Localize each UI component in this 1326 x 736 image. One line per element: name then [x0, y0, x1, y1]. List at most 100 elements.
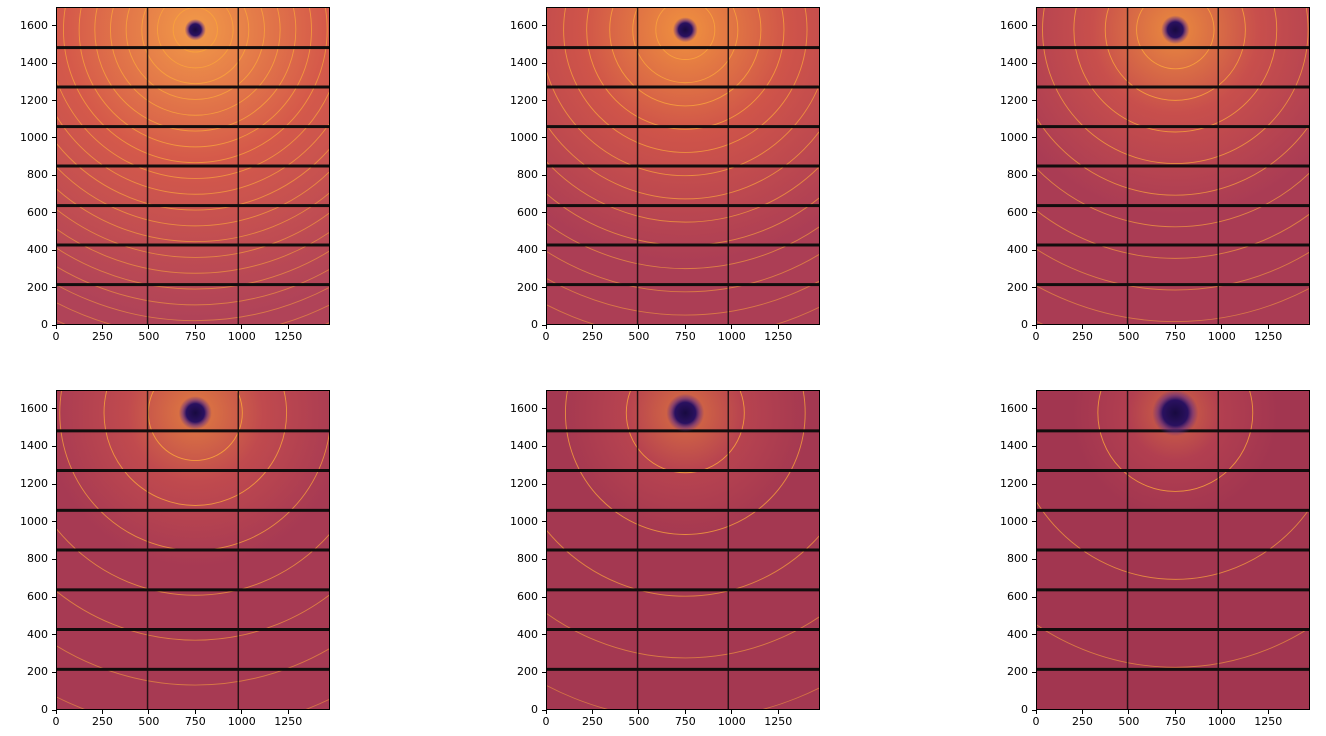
- y-tick-mark: [52, 174, 56, 176]
- y-tick-mark: [52, 483, 56, 485]
- y-tick-label: 1200: [1000, 477, 1028, 491]
- x-tick-mark: [148, 325, 150, 329]
- module-gap-horizontal: [547, 508, 819, 512]
- y-tick-label: 400: [1007, 627, 1028, 641]
- y-tick-mark: [52, 324, 56, 326]
- y-tick-label: 1600: [510, 18, 538, 32]
- module-gap-horizontal: [57, 429, 329, 433]
- module-gap-horizontal: [547, 46, 819, 50]
- diffraction-ring: [57, 645, 329, 686]
- module-gap-horizontal: [1037, 548, 1309, 552]
- y-tick-mark: [1032, 634, 1036, 636]
- x-tick-label: 0: [542, 715, 550, 728]
- y-tick-mark: [52, 25, 56, 27]
- x-tick-mark: [1035, 325, 1037, 329]
- y-tick-label: 600: [1007, 590, 1028, 604]
- diffraction-ring: [1037, 117, 1309, 196]
- beamstop-blob: [672, 17, 698, 43]
- y-tick-mark: [1032, 483, 1036, 485]
- x-tick-mark: [1221, 325, 1223, 329]
- y-tick-label: 600: [517, 590, 538, 604]
- diffraction-ring: [625, 391, 745, 474]
- x-tick-mark: [194, 710, 196, 714]
- y-tick-mark: [52, 558, 56, 560]
- module-gap-horizontal: [1037, 243, 1309, 247]
- y-tick-label: 0: [41, 318, 48, 331]
- x-tick-label: 750: [674, 715, 696, 728]
- x-tick-mark: [287, 710, 289, 714]
- diffraction-ring: [1104, 8, 1246, 101]
- x-tick-mark: [1267, 710, 1269, 714]
- module-gap-horizontal: [547, 85, 819, 89]
- x-tick-mark: [1221, 710, 1223, 714]
- diffraction-ring: [141, 8, 250, 85]
- module-gap-horizontal: [547, 628, 819, 631]
- diffraction-ring: [547, 251, 819, 293]
- y-tick-mark: [542, 100, 546, 102]
- plot-area-panel-3: [1036, 7, 1310, 325]
- y-tick-label: 600: [1007, 205, 1028, 219]
- y-tick-label: 1400: [510, 439, 538, 453]
- module-gap-horizontal: [1037, 508, 1309, 512]
- diffraction-ring: [57, 143, 329, 211]
- plot-area-panel-6: [1036, 390, 1310, 710]
- y-tick-label: 0: [1021, 703, 1028, 716]
- y-tick-mark: [52, 62, 56, 64]
- y-tick-label: 0: [531, 318, 538, 331]
- x-tick-label: 1250: [764, 330, 793, 343]
- x-tick-mark: [1174, 710, 1176, 714]
- y-tick-label: 0: [41, 703, 48, 716]
- y-tick-label: 200: [1007, 665, 1028, 679]
- diffraction-ring: [57, 228, 329, 274]
- diffraction-ring: [1037, 210, 1309, 259]
- y-tick-mark: [1032, 25, 1036, 27]
- y-tick-mark: [542, 174, 546, 176]
- x-tick-label: 1000: [717, 330, 746, 343]
- subplot-panel-4: [56, 390, 330, 710]
- x-tick-mark: [1081, 325, 1083, 329]
- detector-image: [547, 8, 819, 324]
- diffraction-ring: [1037, 285, 1309, 322]
- x-tick-mark: [777, 710, 779, 714]
- y-tick-label: 1200: [20, 477, 48, 491]
- y-tick-label: 1600: [20, 401, 48, 415]
- module-gap-horizontal: [1037, 628, 1309, 631]
- y-tick-mark: [542, 521, 546, 523]
- y-tick-mark: [542, 324, 546, 326]
- module-gap-horizontal: [57, 46, 329, 50]
- y-tick-mark: [542, 709, 546, 711]
- y-tick-label: 1400: [1000, 439, 1028, 453]
- plot-area-panel-5: [546, 390, 820, 710]
- y-tick-label: 0: [1021, 318, 1028, 331]
- diffraction-ring: [1037, 501, 1309, 580]
- module-gap-horizontal: [1037, 164, 1309, 168]
- diffraction-ring: [57, 247, 329, 290]
- y-tick-mark: [1032, 596, 1036, 598]
- diffraction-ring: [103, 391, 288, 506]
- x-tick-label: 250: [581, 330, 603, 343]
- x-tick-mark: [148, 710, 150, 714]
- diffraction-ring: [655, 8, 716, 60]
- module-gap-horizontal: [57, 588, 329, 592]
- x-tick-label: 0: [1032, 715, 1040, 728]
- x-tick-mark: [731, 710, 733, 714]
- x-tick-label: 1000: [717, 715, 746, 728]
- y-tick-label: 600: [27, 205, 48, 219]
- y-tick-mark: [1032, 709, 1036, 711]
- module-gap-horizontal: [1037, 283, 1309, 287]
- module-gap-horizontal: [1037, 469, 1309, 472]
- module-gap-horizontal: [57, 469, 329, 472]
- subplot-panel-6: [1036, 390, 1310, 710]
- y-tick-mark: [52, 212, 56, 214]
- y-tick-label: 1600: [1000, 401, 1028, 415]
- y-tick-mark: [542, 483, 546, 485]
- y-tick-label: 1000: [510, 514, 538, 528]
- x-tick-mark: [194, 325, 196, 329]
- y-tick-label: 1600: [1000, 18, 1028, 32]
- subplot-panel-1: [56, 7, 330, 325]
- diffraction-ring: [157, 8, 234, 69]
- y-tick-label: 600: [517, 205, 538, 219]
- x-tick-label: 500: [628, 330, 650, 343]
- x-tick-mark: [101, 710, 103, 714]
- y-tick-label: 0: [531, 703, 538, 716]
